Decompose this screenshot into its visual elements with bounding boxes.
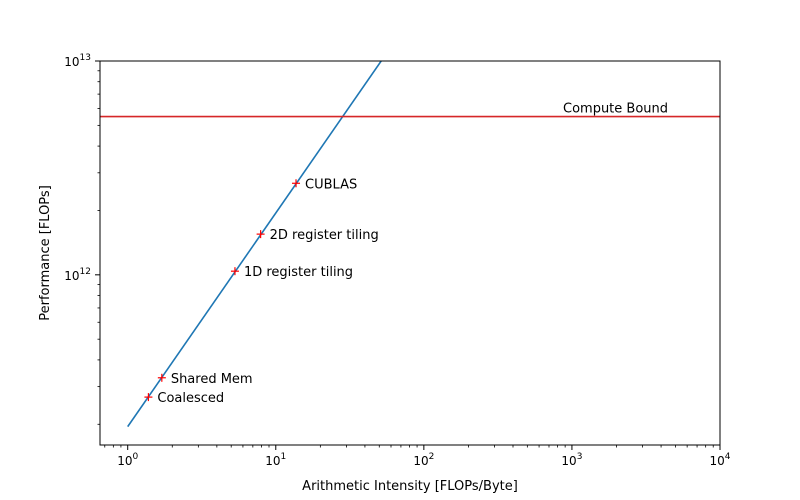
points-layer: Compute Bound Coalesced Shared Mem 1D regis… [144,102,668,406]
data-point: Coalesced [144,391,224,406]
x-tick-label: 103 [561,452,582,468]
point-label: Shared Mem [171,372,253,387]
point-label: CUBLAS [305,177,357,192]
data-point: 1D register tiling [230,265,353,280]
compute-bound-label: Compute Bound [563,102,668,117]
data-point: Shared Mem [157,372,253,387]
memory-bound-line [127,61,382,428]
x-tick-label: 100 [117,452,138,468]
y-axis-label: Performance [FLOPs] [38,185,53,321]
x-tick-label: 102 [413,452,434,468]
series-layer [100,61,720,428]
y-tick-label: 1013 [64,53,91,69]
point-label: 1D register tiling [244,265,353,280]
x-tick-label: 104 [709,452,730,468]
point-label: 2D register tiling [270,228,379,243]
data-point: 2D register tiling [256,228,379,243]
point-label: Coalesced [157,391,224,406]
axes-layer: 100 101 102 103 104 1012 1013 [64,53,731,468]
y-tick-label: 1012 [64,267,91,283]
x-axis-label: Arithmetic Intensity [FLOPs/Byte] [302,479,518,494]
x-tick-label: 101 [265,452,286,468]
data-point: CUBLAS [292,177,357,192]
plot-frame [99,60,721,446]
